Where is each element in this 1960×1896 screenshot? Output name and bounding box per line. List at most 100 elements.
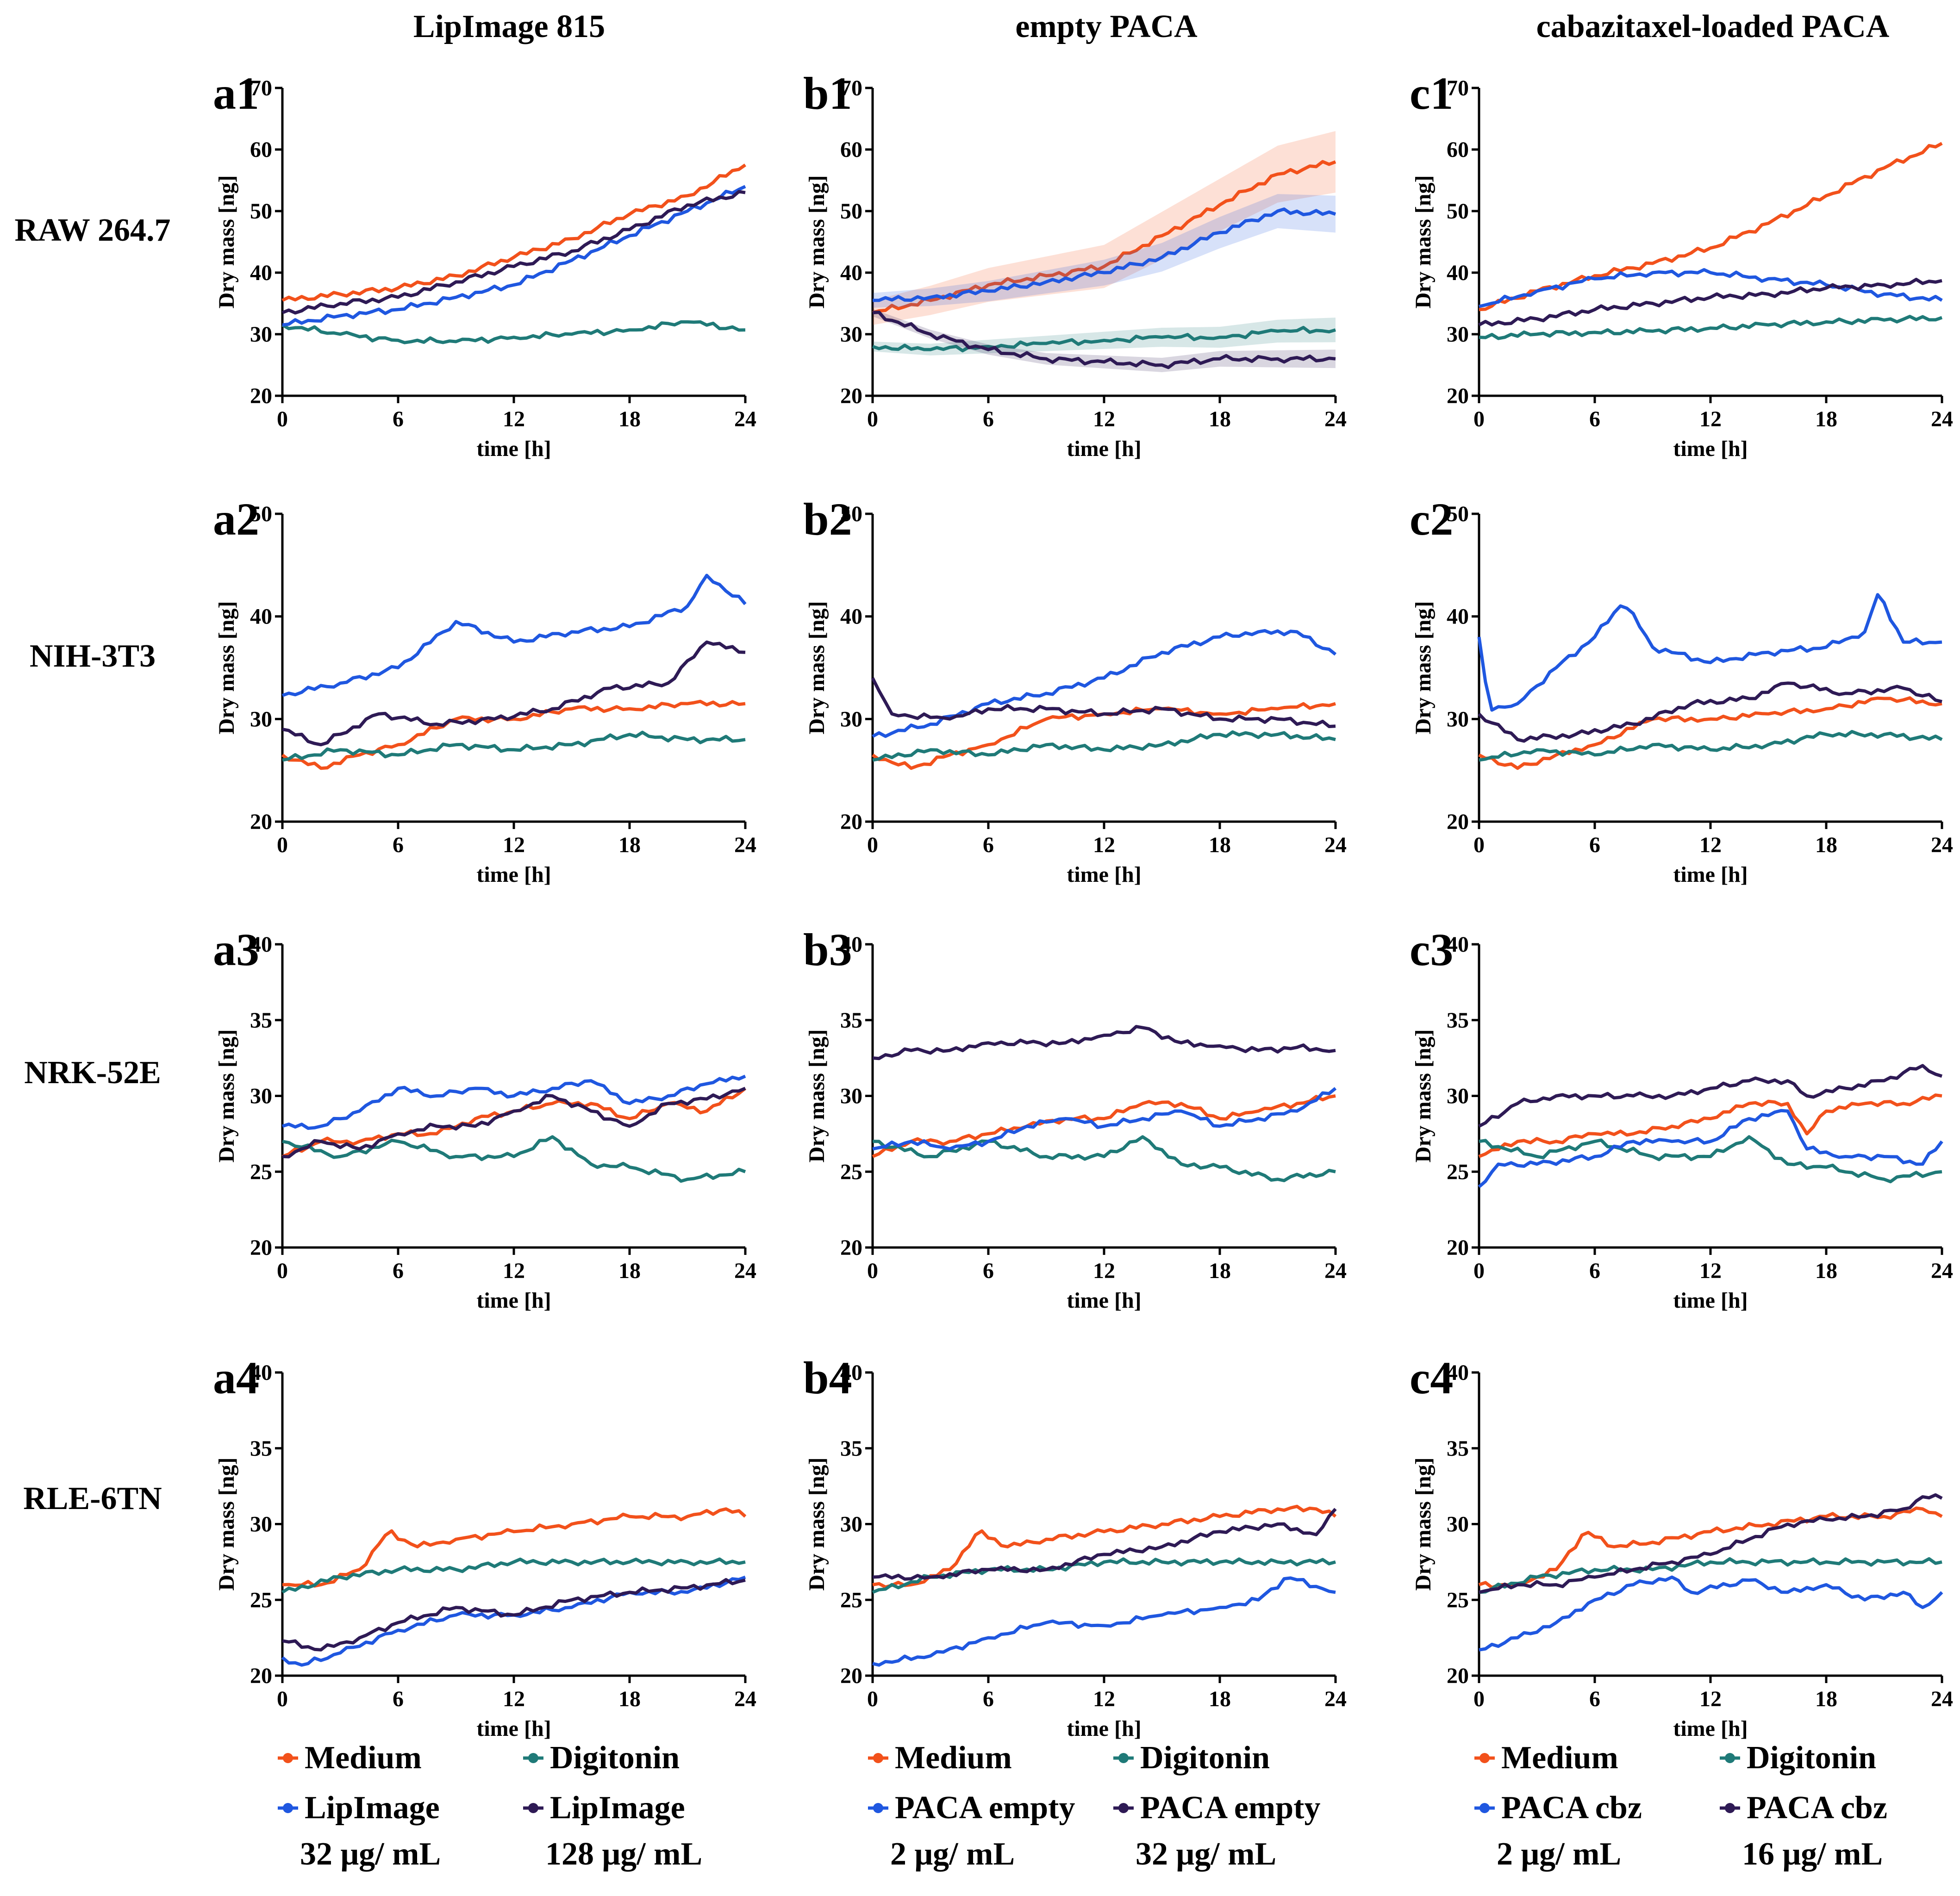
error-band-low bbox=[873, 194, 1336, 308]
y-tick-label: 60 bbox=[250, 137, 272, 162]
legend-marker-low bbox=[283, 1803, 293, 1813]
series-line-digitonin bbox=[1479, 1135, 1942, 1184]
y-tick-label: 50 bbox=[250, 199, 272, 224]
x-tick-label: 18 bbox=[1209, 407, 1231, 431]
y-tick-label: 20 bbox=[250, 1235, 272, 1260]
y-tick-label: 25 bbox=[250, 1160, 272, 1184]
series-line-medium bbox=[1479, 142, 1943, 312]
x-tick-label: 6 bbox=[393, 833, 404, 857]
legend-marker-high bbox=[1725, 1803, 1735, 1813]
legend-label-low: 32 μg/ mL bbox=[300, 1836, 441, 1872]
y-tick-label: 40 bbox=[250, 1360, 272, 1385]
x-axis-title: time [h] bbox=[476, 1288, 551, 1313]
legend-label-low: 2 μg/ mL bbox=[890, 1836, 1015, 1872]
legend-label-high: PACA cbz bbox=[1747, 1790, 1887, 1826]
panel-label-b1: b1 bbox=[803, 68, 852, 119]
y-axis-title: Dry mass [ng] bbox=[214, 601, 239, 735]
legend-0: Medium Digitonin LipImage 32 μg/ mL LipImage… bbox=[278, 1740, 702, 1872]
series-line-low bbox=[1479, 1575, 1943, 1652]
y-tick-label: 30 bbox=[840, 707, 862, 731]
column-title-b: empty PACA bbox=[1015, 9, 1198, 44]
legend-marker-digitonin bbox=[528, 1753, 538, 1763]
legend-label-high: PACA empty bbox=[1140, 1790, 1320, 1826]
y-tick-label: 30 bbox=[1447, 707, 1469, 731]
series-line-medium bbox=[1478, 1093, 1942, 1158]
x-tick-label: 12 bbox=[503, 833, 525, 857]
y-tick-label: 20 bbox=[250, 1664, 272, 1688]
panel-label-c4: c4 bbox=[1410, 1352, 1453, 1403]
legend-marker-high bbox=[1118, 1803, 1129, 1813]
x-tick-label: 6 bbox=[1589, 407, 1600, 431]
row-label-nrk: NRK-52E bbox=[24, 1055, 161, 1091]
x-axis-title: time [h] bbox=[476, 862, 551, 887]
x-axis-title: time [h] bbox=[1673, 437, 1748, 461]
x-tick-label: 18 bbox=[618, 1687, 641, 1711]
x-axis-title: time [h] bbox=[1067, 862, 1141, 887]
x-axis-title: time [h] bbox=[1067, 1716, 1141, 1741]
y-tick-label: 20 bbox=[1447, 810, 1469, 834]
legend-marker-digitonin bbox=[1725, 1753, 1735, 1763]
legend-label-medium: Medium bbox=[1501, 1740, 1618, 1776]
x-tick-label: 24 bbox=[1324, 1687, 1347, 1711]
legend-label-low: 2 μg/ mL bbox=[1497, 1836, 1621, 1872]
panel-label-c1: c1 bbox=[1410, 68, 1453, 119]
chart-a1: a1 20 30 40 50 60 70 0 6 12 18 24 time [h] Dry mass [… bbox=[213, 68, 756, 461]
legend-marker-low bbox=[1479, 1803, 1490, 1813]
chart-b4: b4 20 25 30 35 40 0 6 12 18 24 time [h] Dry mass [ng… bbox=[803, 1352, 1347, 1741]
error-band-medium bbox=[873, 131, 1336, 325]
x-tick-label: 6 bbox=[983, 1687, 994, 1711]
y-axis-title: Dry mass [ng] bbox=[1411, 1458, 1436, 1591]
x-tick-label: 12 bbox=[1699, 1687, 1722, 1711]
column-title-a: LipImage 815 bbox=[413, 9, 605, 44]
series-line-high bbox=[872, 1508, 1337, 1581]
y-axis-title: Dry mass [ng] bbox=[805, 601, 829, 735]
y-tick-label: 35 bbox=[840, 1436, 862, 1461]
legend-label-low: PACA cbz bbox=[1501, 1790, 1642, 1826]
chart-c4: c4 20 25 30 35 40 0 6 12 18 24 time [h] Dry mass [ng… bbox=[1410, 1352, 1953, 1741]
y-tick-label: 35 bbox=[250, 1436, 272, 1461]
x-tick-label: 24 bbox=[734, 833, 756, 857]
legend-label-medium: Medium bbox=[895, 1740, 1012, 1776]
legend-marker-medium bbox=[283, 1753, 293, 1763]
y-tick-label: 30 bbox=[840, 1512, 862, 1537]
y-axis-title: Dry mass [ng] bbox=[214, 1029, 239, 1163]
series-line-medium bbox=[281, 163, 747, 302]
y-tick-label: 30 bbox=[1447, 1512, 1469, 1537]
legend-marker-digitonin bbox=[1118, 1753, 1129, 1763]
x-tick-label: 0 bbox=[1473, 407, 1485, 431]
x-tick-label: 12 bbox=[1093, 833, 1115, 857]
x-tick-label: 18 bbox=[1209, 1259, 1231, 1283]
x-tick-label: 6 bbox=[393, 407, 404, 431]
legend-label-high: 32 μg/ mL bbox=[1136, 1836, 1276, 1872]
x-tick-label: 12 bbox=[1093, 1259, 1115, 1283]
x-tick-label: 12 bbox=[503, 1259, 525, 1283]
x-tick-label: 24 bbox=[734, 407, 756, 431]
x-axis-title: time [h] bbox=[1673, 1716, 1748, 1741]
y-tick-label: 20 bbox=[840, 1664, 862, 1688]
legend-label-low: LipImage bbox=[305, 1790, 440, 1826]
panel-label-b2: b2 bbox=[803, 493, 852, 545]
y-axis-title: Dry mass [ng] bbox=[805, 1029, 829, 1163]
series-line-digitonin bbox=[1479, 1557, 1942, 1594]
panel-label-b4: b4 bbox=[803, 1352, 852, 1403]
y-tick-label: 20 bbox=[250, 384, 272, 408]
legend-label-digitonin: Digitonin bbox=[1140, 1740, 1270, 1776]
y-tick-label: 20 bbox=[1447, 1664, 1469, 1688]
legend-label-digitonin: Digitonin bbox=[550, 1740, 680, 1776]
series-line-low bbox=[1479, 268, 1943, 308]
x-tick-label: 18 bbox=[1815, 833, 1837, 857]
panel-label-b3: b3 bbox=[803, 924, 852, 975]
x-tick-label: 24 bbox=[1324, 833, 1347, 857]
x-axis-title: time [h] bbox=[476, 437, 551, 461]
legend-label-medium: Medium bbox=[305, 1740, 422, 1776]
legend-label-high: 16 μg/ mL bbox=[1742, 1836, 1883, 1872]
y-tick-label: 40 bbox=[250, 261, 272, 285]
series-line-low bbox=[281, 574, 747, 697]
legend-label-digitonin: Digitonin bbox=[1747, 1740, 1876, 1776]
x-tick-label: 24 bbox=[1931, 1259, 1953, 1283]
y-tick-label: 20 bbox=[1447, 384, 1469, 408]
x-tick-label: 0 bbox=[867, 833, 878, 857]
x-tick-label: 6 bbox=[983, 407, 994, 431]
y-tick-label: 30 bbox=[250, 707, 272, 731]
